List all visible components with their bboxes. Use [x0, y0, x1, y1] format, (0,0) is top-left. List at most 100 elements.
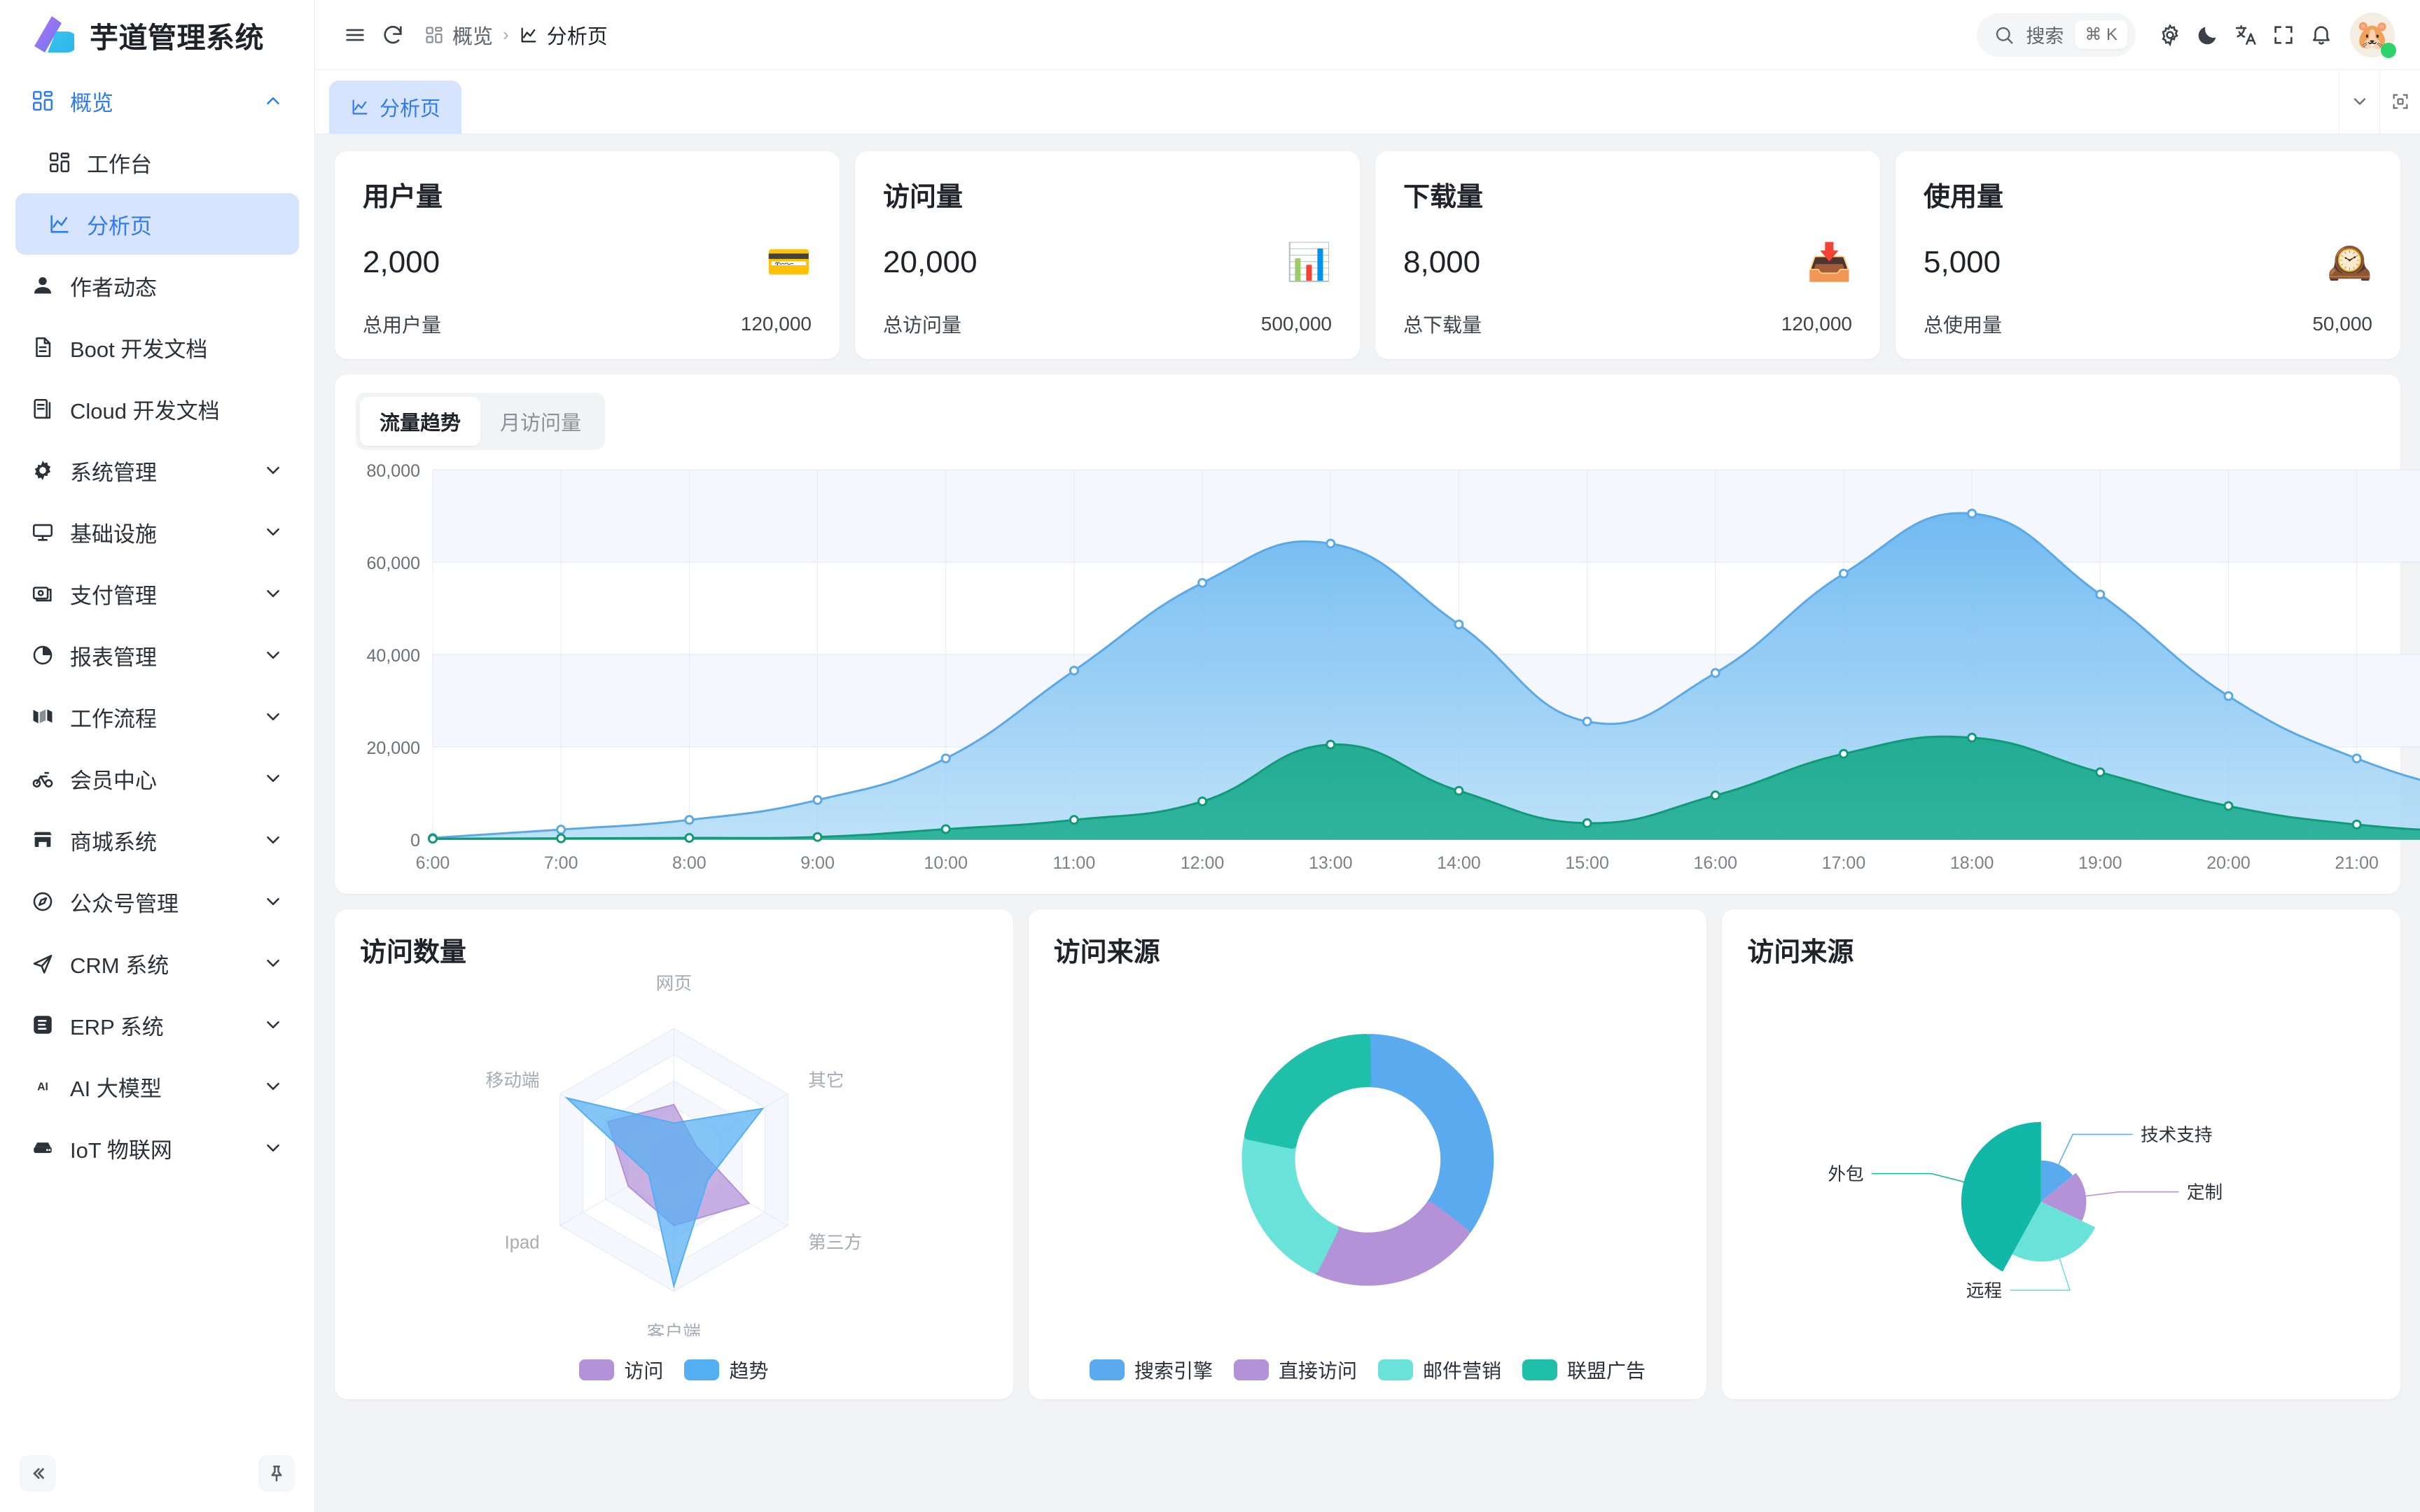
- legend-item-2[interactable]: 邮件营销: [1378, 1356, 1501, 1384]
- sidebar-item-17[interactable]: IoT 物联网: [15, 1117, 299, 1179]
- tab-list: 分析页: [315, 69, 2339, 134]
- sidebar-item-7[interactable]: 基础设施: [15, 501, 299, 563]
- visit-count-title: 访问数量: [360, 938, 467, 967]
- chevron-down-icon[interactable]: [263, 1076, 284, 1097]
- sidebar-item-label: 作者动态: [70, 275, 157, 300]
- refresh-icon[interactable]: [374, 16, 412, 54]
- sidebar-collapse-button[interactable]: [20, 1455, 56, 1492]
- chevron-down-icon[interactable]: [263, 953, 284, 974]
- chevron-down-icon[interactable]: [263, 768, 284, 789]
- sidebar-item-label: 商城系统: [70, 830, 157, 855]
- sidebar-item-label: Boot 开发文档: [70, 337, 208, 362]
- stat-main-row: 20,000 📊: [883, 244, 1332, 281]
- compass-icon: [31, 890, 55, 913]
- sidebar-item-15[interactable]: ERP 系统: [15, 994, 299, 1056]
- legend-label: 直接访问: [1278, 1360, 1357, 1382]
- sidebar-item-0[interactable]: 概览: [15, 70, 299, 132]
- page-content: 用户量 2,000 💳 总用户量 120,000 访问量 20,000 📊 总访问量 500,00…: [315, 134, 2420, 1512]
- sidebar-item-3[interactable]: 作者动态: [15, 255, 299, 316]
- chevron-down-icon[interactable]: [263, 891, 284, 912]
- chart-icon: [48, 212, 71, 236]
- stat-footer: 总使用量 50,000: [1924, 310, 2372, 338]
- chevron-down-icon[interactable]: [263, 583, 284, 604]
- stat-value: 8,000: [1403, 245, 1481, 279]
- bell-icon[interactable]: [2302, 16, 2340, 54]
- tab-analysis[interactable]: 分析页: [329, 80, 462, 134]
- sidebar-item-8[interactable]: 支付管理: [15, 563, 299, 624]
- sidebar-item-6[interactable]: 系统管理: [15, 440, 299, 501]
- payment-icon: [31, 582, 55, 606]
- chevron-down-icon[interactable]: [263, 645, 284, 666]
- sidebar-menu: 概览工作台分析页作者动态 Boot 开发文档 Cloud 开发文档系统管理 基础设施支…: [0, 70, 314, 1435]
- svg-text:80,000: 80,000: [367, 463, 420, 481]
- legend-item-0[interactable]: 搜索引擎: [1089, 1356, 1213, 1384]
- expand-icon[interactable]: [2379, 69, 2420, 134]
- legend-item-1[interactable]: 趋势: [684, 1356, 768, 1384]
- credit-card-icon: 💳: [766, 242, 812, 283]
- chevron-down-icon[interactable]: [263, 706, 284, 727]
- sidebar-item-9[interactable]: 报表管理: [15, 624, 299, 686]
- legend-item-0[interactable]: 访问: [579, 1356, 663, 1384]
- stat-foot-value: 50,000: [2312, 313, 2372, 335]
- sidebar-item-5[interactable]: Cloud 开发文档: [15, 378, 299, 440]
- svg-text:8:00: 8:00: [672, 853, 707, 873]
- stat-foot-value: 500,000: [1260, 313, 1332, 335]
- sidebar-item-13[interactable]: 公众号管理: [15, 871, 299, 932]
- sidebar-item-4[interactable]: Boot 开发文档: [15, 316, 299, 378]
- stat-title: 用户量: [363, 183, 443, 212]
- sidebar-item-11[interactable]: 会员中心: [15, 748, 299, 809]
- sidebar-item-12[interactable]: 商城系统: [15, 809, 299, 871]
- sidebar-item-label: 公众号管理: [70, 891, 179, 916]
- logo-row[interactable]: 芋道管理系统: [0, 0, 314, 70]
- clock-icon: 🕰️: [2327, 242, 2372, 283]
- sidebar-item-label: Cloud 开发文档: [70, 398, 220, 424]
- search-input[interactable]: 搜索 ⌘ K: [1977, 13, 2136, 57]
- donut-chart: [1029, 969, 1707, 1336]
- chevron-down-icon[interactable]: [263, 830, 284, 850]
- svg-text:16:00: 16:00: [1693, 853, 1737, 873]
- moon-icon[interactable]: [2189, 16, 2227, 54]
- doc-icon: [31, 335, 55, 359]
- svg-text:AI: AI: [37, 1082, 48, 1093]
- fullscreen-icon[interactable]: [2265, 16, 2302, 54]
- chevron-down-icon[interactable]: [263, 1138, 284, 1158]
- stat-main-row: 2,000 💳: [363, 244, 812, 281]
- breadcrumb-item-analysis[interactable]: 分析页: [519, 20, 608, 50]
- chevron-down-icon[interactable]: [2339, 69, 2379, 134]
- sidebar-item-label: 工作流程: [70, 706, 157, 732]
- chevron-up-icon[interactable]: [263, 90, 284, 111]
- sidebar-item-10[interactable]: 工作流程: [15, 686, 299, 748]
- sidebar-item-2[interactable]: 分析页: [15, 193, 299, 255]
- shop-icon: [31, 828, 55, 852]
- gear-icon[interactable]: [2151, 16, 2189, 54]
- sidebar: 芋道管理系统 概览工作台分析页作者动态 Boot 开发文档 Cloud 开发文档系统…: [0, 0, 315, 1512]
- translate-icon[interactable]: [2227, 16, 2265, 54]
- stat-value: 2,000: [363, 245, 440, 279]
- hamburger-icon[interactable]: [336, 16, 374, 54]
- trend-tab-traffic[interactable]: 流量趋势: [360, 397, 481, 446]
- chevron-down-icon[interactable]: [263, 1014, 284, 1035]
- legend-item-1[interactable]: 直接访问: [1233, 1356, 1357, 1384]
- breadcrumb-item-overview[interactable]: 概览: [424, 20, 493, 50]
- member-icon: [31, 766, 55, 790]
- avatar[interactable]: 🐹: [2350, 12, 2396, 58]
- sidebar-item-14[interactable]: CRM 系统: [15, 932, 299, 994]
- svg-text:6:00: 6:00: [416, 853, 450, 873]
- stat-foot-value: 120,000: [1781, 313, 1852, 335]
- stat-foot-label: 总访问量: [883, 314, 962, 336]
- svg-text:第三方: 第三方: [808, 1232, 862, 1252]
- trend-tab-monthly[interactable]: 月访问量: [500, 412, 582, 435]
- app-title: 芋道管理系统: [90, 22, 264, 54]
- sidebar-item-1[interactable]: 工作台: [15, 132, 299, 193]
- sidebar-item-16[interactable]: AI AI 大模型: [15, 1056, 299, 1117]
- breadcrumb-label: 分析页: [546, 25, 608, 48]
- chevron-down-icon[interactable]: [263, 460, 284, 481]
- sidebar-item-label: 工作台: [87, 152, 152, 177]
- stat-foot-label: 总用户量: [363, 314, 442, 336]
- chevron-down-icon[interactable]: [263, 522, 284, 542]
- sidebar-pin-button[interactable]: [258, 1455, 295, 1492]
- rose-chart: 技术支持 定制 远程 外包: [1722, 958, 2400, 1385]
- breadcrumb-separator: ›: [503, 24, 509, 45]
- legend-item-3[interactable]: 联盟广告: [1522, 1356, 1646, 1384]
